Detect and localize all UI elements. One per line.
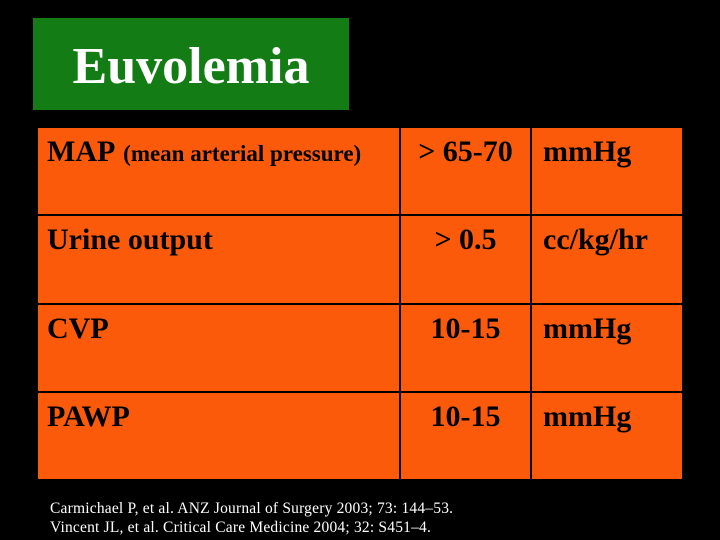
- table-row-map: MAP (mean arterial pressure) > 65-70 mmH…: [38, 128, 682, 217]
- param-name-cell: MAP (mean arterial pressure): [38, 128, 399, 214]
- param-name: Urine output: [47, 223, 213, 257]
- table-row-urine-output: Urine output > 0.5 cc/kg/hr: [38, 216, 682, 305]
- param-name-cell: Urine output: [38, 216, 399, 302]
- param-name-cell: PAWP: [38, 393, 399, 479]
- parameters-table: MAP (mean arterial pressure) > 65-70 mmH…: [36, 126, 684, 481]
- title-box: Euvolemia: [33, 18, 349, 110]
- param-value: 10-15: [399, 304, 530, 391]
- citation-line-1: Carmichael P, et al. ANZ Journal of Surg…: [50, 500, 454, 517]
- param-unit: mmHg: [530, 392, 682, 479]
- param-note: (mean arterial pressure): [123, 141, 362, 166]
- param-value: 10-15: [399, 392, 530, 479]
- param-name: PAWP: [47, 399, 130, 433]
- table-row-cvp: CVP 10-15 mmHg: [38, 304, 682, 393]
- param-value: > 0.5: [399, 216, 530, 303]
- param-name-cell: CVP: [38, 305, 399, 391]
- param-name: CVP: [47, 311, 109, 345]
- param-unit: mmHg: [530, 304, 682, 391]
- param-value: > 65-70: [399, 128, 530, 215]
- citation: Carmichael P, et al. ANZ Journal of Surg…: [50, 499, 453, 537]
- param-unit: mmHg: [530, 128, 682, 215]
- citation-line-2: Vincent JL, et al. Critical Care Medicin…: [50, 519, 432, 536]
- table-row-pawp: PAWP 10-15 mmHg: [38, 392, 682, 479]
- slide-title: Euvolemia: [72, 38, 310, 95]
- param-unit: cc/kg/hr: [530, 216, 682, 303]
- param-name: MAP: [47, 135, 114, 168]
